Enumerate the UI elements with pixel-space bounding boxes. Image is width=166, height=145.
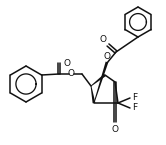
Text: O: O (112, 125, 119, 134)
Text: O: O (99, 35, 106, 44)
Polygon shape (91, 74, 106, 86)
Text: F: F (132, 104, 137, 113)
Text: O: O (68, 69, 75, 78)
Text: F: F (132, 94, 137, 103)
Polygon shape (91, 86, 95, 103)
Text: O: O (63, 58, 70, 68)
Polygon shape (94, 62, 108, 103)
Text: O: O (103, 52, 111, 61)
